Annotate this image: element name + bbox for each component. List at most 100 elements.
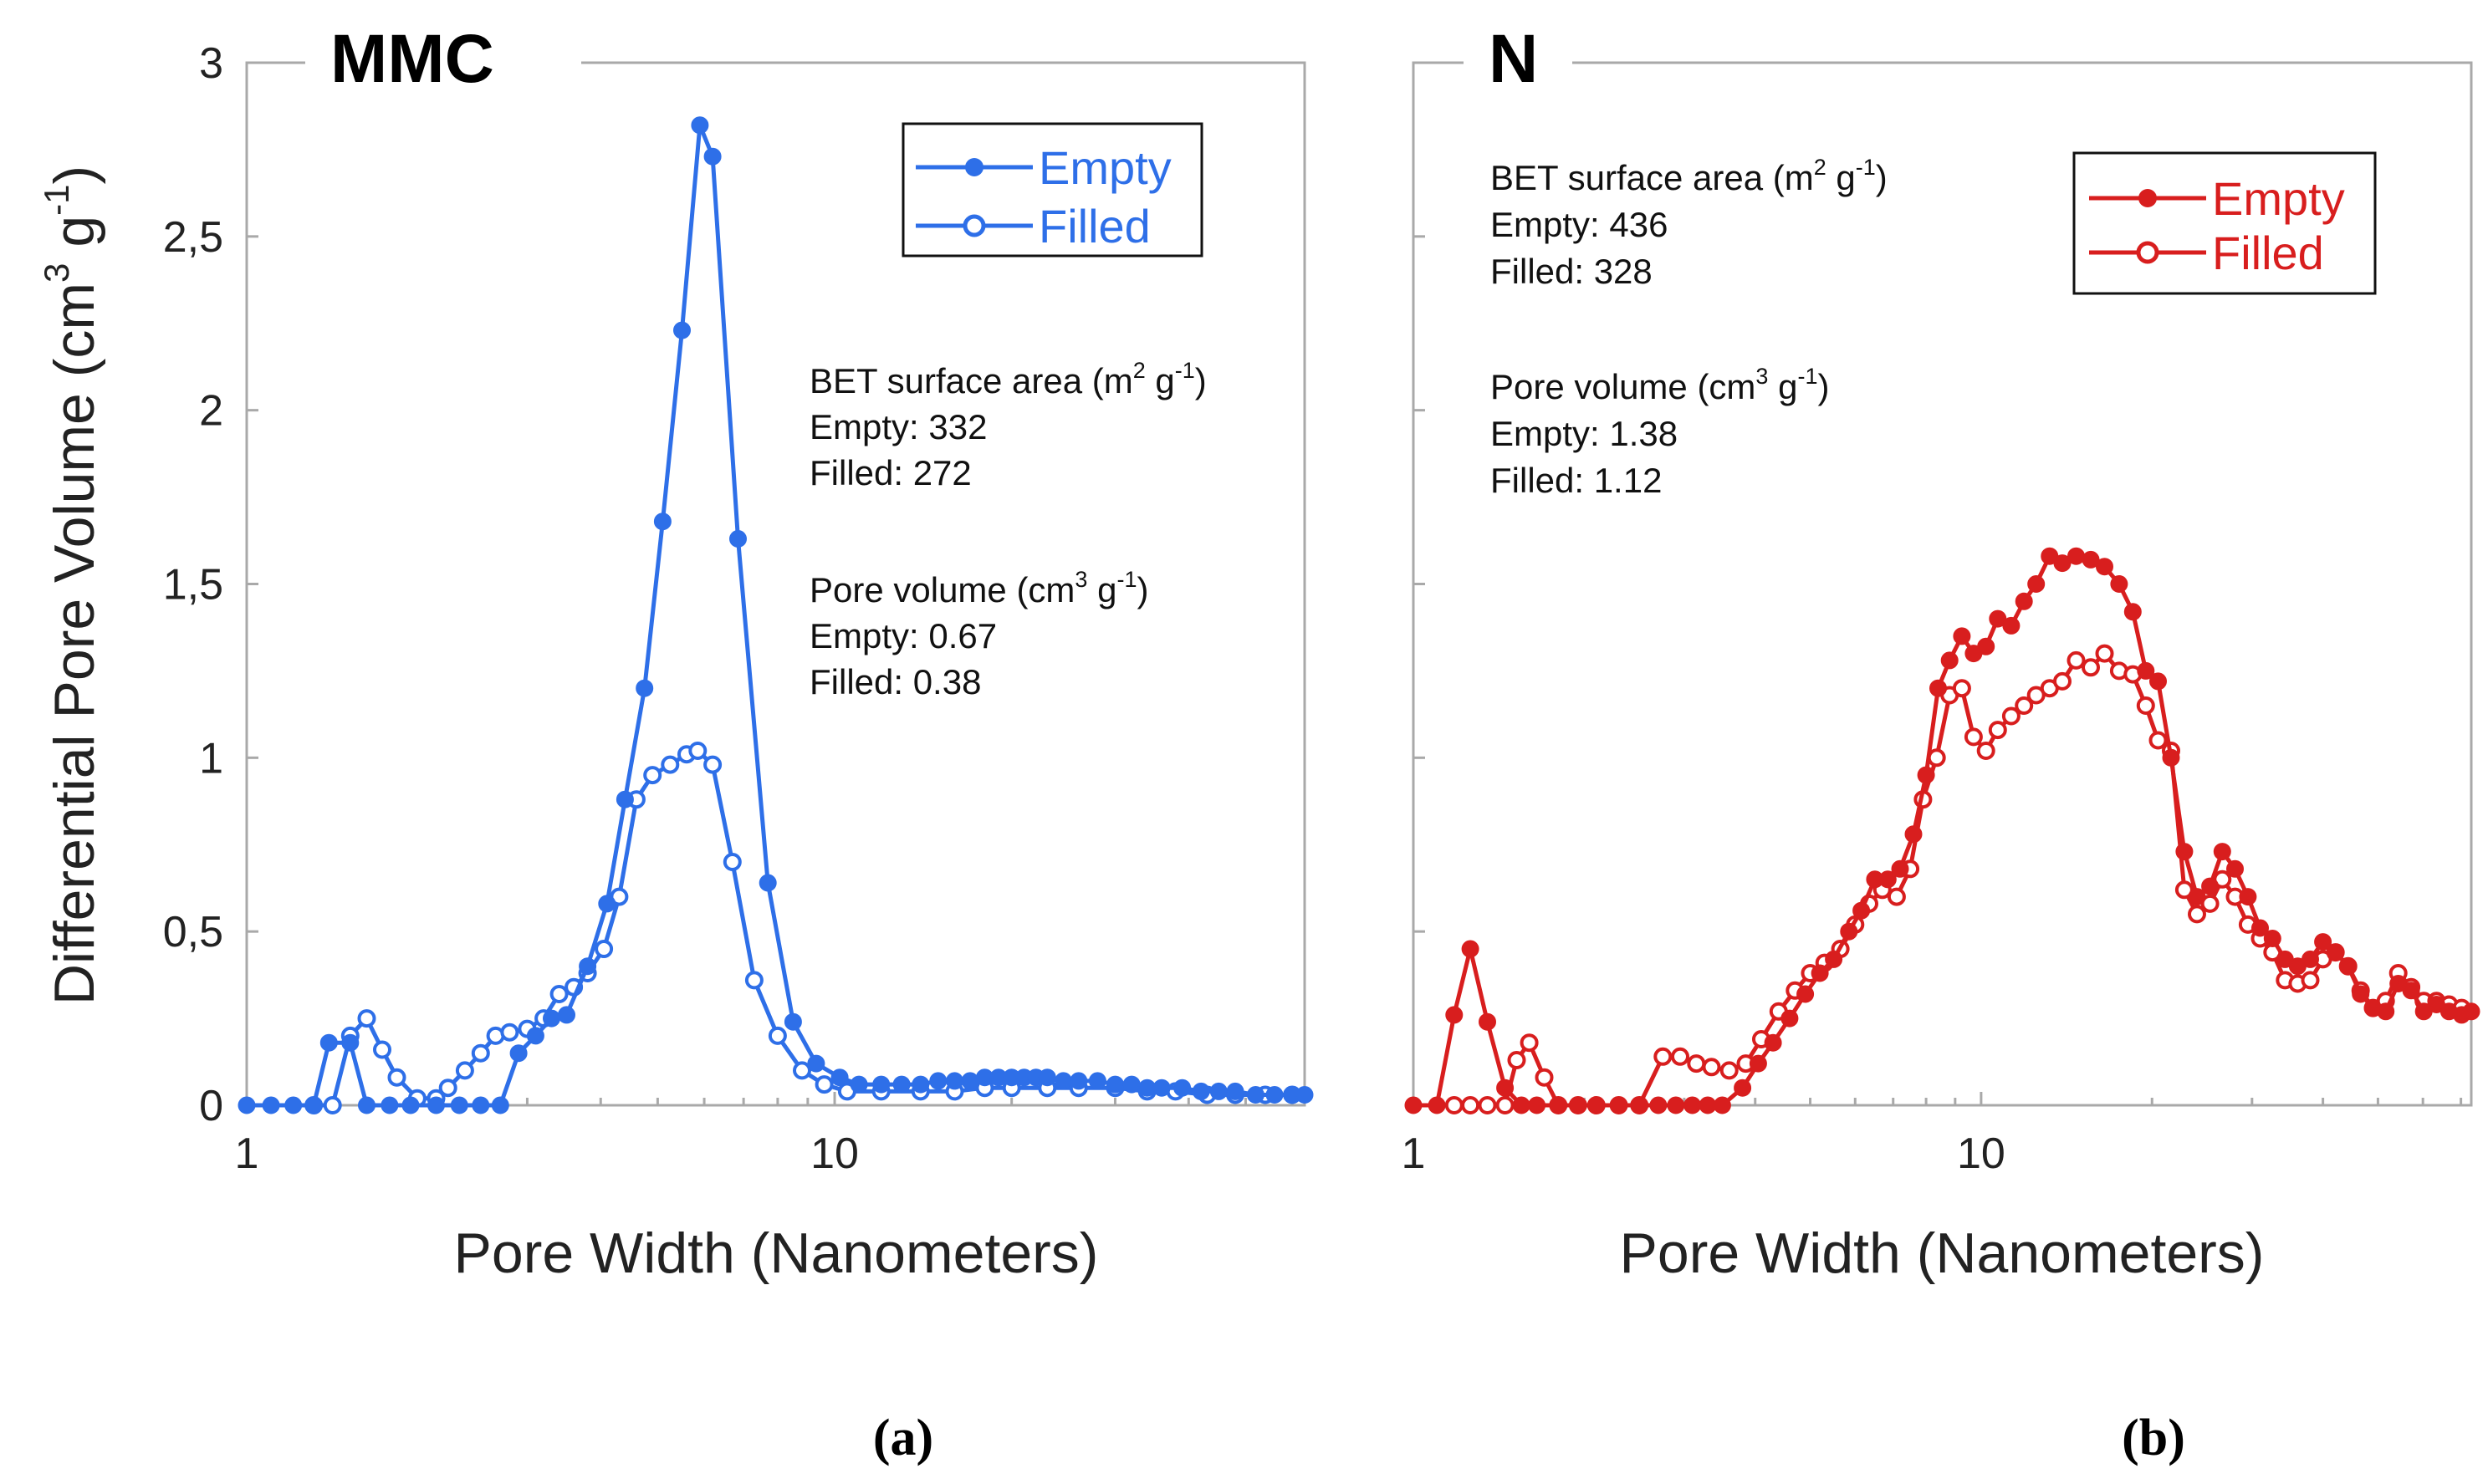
data-point — [2136, 696, 2155, 715]
data-point — [1976, 742, 1995, 760]
data-point — [2188, 905, 2206, 924]
data-point — [1904, 825, 1923, 844]
data-point — [784, 1012, 802, 1031]
data-point — [438, 1079, 457, 1098]
data-point — [688, 742, 708, 760]
data-point — [1569, 1096, 1587, 1114]
data-point — [2251, 919, 2269, 937]
data-point — [1667, 1096, 1685, 1114]
y-axis-label: Differential Pore Volume (cm3 g-1) — [37, 166, 106, 1005]
legend-empty-label: Empty — [1039, 141, 1172, 194]
data-point — [357, 1009, 376, 1028]
data-point — [381, 1096, 399, 1114]
data-point — [2149, 672, 2167, 691]
data-point — [1811, 964, 1829, 982]
data-point — [2226, 859, 2244, 878]
data-point — [2148, 731, 2168, 750]
data-point — [1891, 859, 1909, 878]
data-point — [1887, 887, 1906, 906]
data-point — [2082, 658, 2100, 677]
data-point — [579, 957, 597, 976]
series-line-filled — [314, 748, 1293, 1108]
data-point — [759, 874, 777, 892]
bet-empty: Empty: 332 — [810, 407, 987, 446]
data-point — [2175, 843, 2194, 861]
y-tick-label: 0,5 — [163, 908, 223, 956]
data-point — [1444, 1096, 1464, 1114]
data-point — [643, 766, 662, 785]
data-point — [1478, 1096, 1497, 1114]
y-axis-label-sup-minus1: -1 — [37, 185, 76, 216]
data-point — [2188, 888, 2206, 906]
data-point — [1988, 721, 2007, 740]
pore-volume-heading: Pore volume (cm3 g-1) — [810, 567, 1149, 609]
data-point — [2002, 616, 2021, 635]
data-point — [1528, 1096, 1546, 1114]
legend: Empty Filled — [902, 122, 1203, 258]
data-point — [929, 1072, 948, 1090]
data-point — [830, 1068, 849, 1087]
legend-empty-marker — [965, 158, 983, 176]
legend-filled-marker — [2136, 241, 2159, 264]
data-point — [2082, 550, 2100, 569]
data-point — [1719, 1061, 1739, 1080]
data-point — [1749, 1054, 1767, 1073]
data-point — [1852, 901, 1871, 920]
series-empty — [1404, 547, 2480, 1114]
data-point — [2263, 930, 2281, 947]
data-point — [2123, 603, 2142, 621]
data-point — [729, 530, 747, 548]
legend-filled-marker — [963, 214, 986, 237]
series-filled — [1444, 644, 2471, 1114]
y-tick-label: 1,5 — [163, 561, 223, 609]
data-point — [2402, 982, 2420, 1000]
data-point — [401, 1096, 420, 1114]
x-tick-label: 1 — [1402, 1130, 1426, 1178]
y-tick-label: 2 — [199, 387, 223, 436]
data-point — [1209, 1082, 1228, 1100]
panel-title: MMC — [330, 21, 494, 97]
data-point — [673, 321, 691, 339]
pore-volume-heading: Pore volume (cm3 g-1) — [1490, 364, 1830, 406]
data-point — [2001, 706, 2021, 726]
data-point — [595, 940, 614, 958]
data-point — [892, 1075, 911, 1094]
data-point — [2053, 554, 2072, 573]
data-point — [387, 1068, 406, 1087]
data-point — [2327, 943, 2345, 961]
x-tick-label: 10 — [810, 1130, 859, 1178]
data-point — [2239, 888, 2257, 906]
bet-filled: Filled: 272 — [810, 453, 972, 492]
data-point — [2377, 1002, 2395, 1021]
data-point — [703, 755, 723, 774]
data-point — [2201, 877, 2220, 895]
data-point — [1780, 1009, 1799, 1028]
data-point — [598, 895, 616, 913]
legend-box — [902, 122, 1203, 258]
data-point — [2162, 748, 2180, 767]
bet-heading: BET surface area (m2 g-1) — [1490, 155, 1888, 197]
y-axis-label-sup-3: 3 — [37, 263, 76, 283]
legend: Empty Filled — [2072, 151, 2377, 295]
y-tick-label: 1 — [199, 734, 223, 783]
data-point — [427, 1096, 445, 1114]
data-point — [1953, 627, 1971, 645]
data-point — [1226, 1082, 1244, 1100]
data-point — [2200, 894, 2220, 913]
data-point — [2213, 843, 2231, 861]
pore-volume-filled: Filled: 1.12 — [1490, 461, 1662, 500]
series-layer — [1404, 547, 2480, 1114]
data-point — [500, 1022, 519, 1042]
data-point — [1713, 1096, 1731, 1114]
data-point — [1671, 1047, 1689, 1066]
y-axis-label-mid: g — [43, 216, 106, 263]
pore-volume-empty: Empty: 0.67 — [810, 616, 997, 655]
data-point — [319, 1033, 338, 1052]
data-point — [661, 755, 680, 774]
data-point — [1479, 1012, 1496, 1031]
y-ticks: 0 0,5 1 1,5 2 2,5 3 — [163, 39, 258, 1130]
data-point — [2314, 933, 2332, 951]
data-point — [1088, 1072, 1106, 1090]
data-point — [238, 1096, 256, 1114]
